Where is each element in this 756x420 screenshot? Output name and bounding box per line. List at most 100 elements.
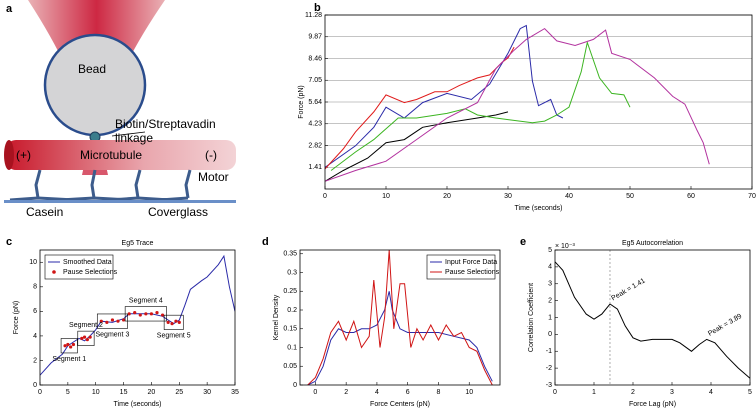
y-tick-label: 0.3 [287,269,297,276]
legend-box [426,254,496,280]
y-axis-label: Force (pN) [298,85,305,118]
y-tick-label: 0.25 [283,288,297,295]
leader [111,131,146,137]
y-tick-label: 0 [293,382,297,389]
pause-dot [71,342,76,347]
y-axis-label: Force (pN) [13,301,20,334]
x-tick-label: 6 [406,389,410,396]
y-tick-label: 11.28 [305,12,322,19]
series-line [307,250,493,385]
axes-frame [39,249,236,386]
x-axis-label: Time (seconds) [515,205,563,212]
y-tick-label: 9.87 [308,34,322,41]
chart-title: Eg5 Autocorrelation [622,240,683,247]
pause-dot [110,318,115,322]
pause-dot [166,320,170,325]
label: Bead [78,62,106,76]
y-tick-label: 5 [548,247,552,254]
pause-dot [144,312,148,316]
pause-dot [82,335,87,339]
label: (+) [16,148,31,162]
segment-label: Segment 3 [95,331,129,338]
legend-label: Input Force Data [445,259,497,266]
segment-label: Segment 1 [52,356,86,363]
y-tick-label: 2 [548,297,552,304]
pause-dot [121,318,126,322]
pause-dot [63,344,67,348]
y-tick-label: 6 [33,308,37,315]
pause-dot [99,319,103,323]
y-tick-label: -3 [546,382,552,389]
segment-label: Segment 2 [69,322,103,329]
x-tick-label: 0 [323,193,327,200]
label: Casein [26,205,63,219]
x-tick-label: 5 [66,389,70,396]
x-tick-label: 35 [231,389,239,396]
pause-dot [174,319,178,323]
panel-letter: e [520,236,526,248]
x-tick-label: 2 [344,389,348,396]
x-tick-label: 8 [437,389,441,396]
x-tick-label: 30 [203,389,211,396]
series-line [325,27,710,182]
plot [307,250,493,385]
legend-swatch [52,270,56,274]
chart-title: Eg5 Trace [122,240,154,247]
y-tick-label: 0 [33,382,37,389]
series-line [325,24,564,168]
pause-dot [170,322,174,326]
pause-dot [85,337,89,342]
x-tick-label: 25 [175,389,183,396]
x-tick-label: 10 [465,389,473,396]
y-tick-label: 0.15 [283,326,297,333]
y-tick-label: 5.64 [308,99,322,106]
pause-dot [138,313,142,317]
x-tick-label: 2 [631,389,635,396]
y-tick-label: 0.35 [283,251,297,258]
axes-frame [324,14,753,190]
y-tick-label: 1.41 [308,164,322,171]
label: (-) [205,148,217,162]
panel-letter: c [6,236,12,248]
x-axis-label: Time (seconds) [114,401,162,408]
legend-box [44,254,114,280]
microtubule [6,140,236,170]
x-tick-label: 0 [313,389,317,396]
segment-box [77,330,95,346]
pause-dot [69,345,73,349]
axes-frame [299,249,501,386]
y-tick-label: 1 [548,314,552,321]
plot [325,24,710,182]
legend-label: Pause Selections [63,269,118,276]
y-tick-label: 8.46 [308,55,322,62]
pause-dot [149,312,154,316]
y-tick-label: -2 [546,365,552,372]
peak-label: Peak = 1.41 [610,277,646,302]
series-line [330,40,631,171]
plot [555,261,750,379]
label: Microtubule [80,148,142,162]
x-axis-label: Force Lag (pN) [629,401,676,408]
peak-label: Peak = 3.89 [707,313,743,338]
y-axis-label: Kernel Density [273,294,280,340]
y-tick-label: 0.05 [283,363,297,370]
pause-dot [127,312,131,316]
x-tick-label: 3 [670,389,674,396]
label: Motor [198,170,229,184]
x-tick-label: 15 [120,389,128,396]
series-line [325,111,509,182]
motors [9,169,192,202]
x-tick-label: 0 [553,389,557,396]
pause-dot [160,313,165,317]
x-tick-label: 0 [38,389,42,396]
segment-box [124,306,167,322]
y-tick-label: 10 [29,259,37,266]
x-tick-label: 20 [148,389,156,396]
y-exponent: × 10⁻³ [555,243,576,250]
x-tick-label: 30 [504,193,512,200]
pause-dot [177,320,181,325]
panel-letter: d [262,236,269,248]
legend-label: Pause Selections [445,269,500,276]
panel-letter: a [6,3,13,15]
